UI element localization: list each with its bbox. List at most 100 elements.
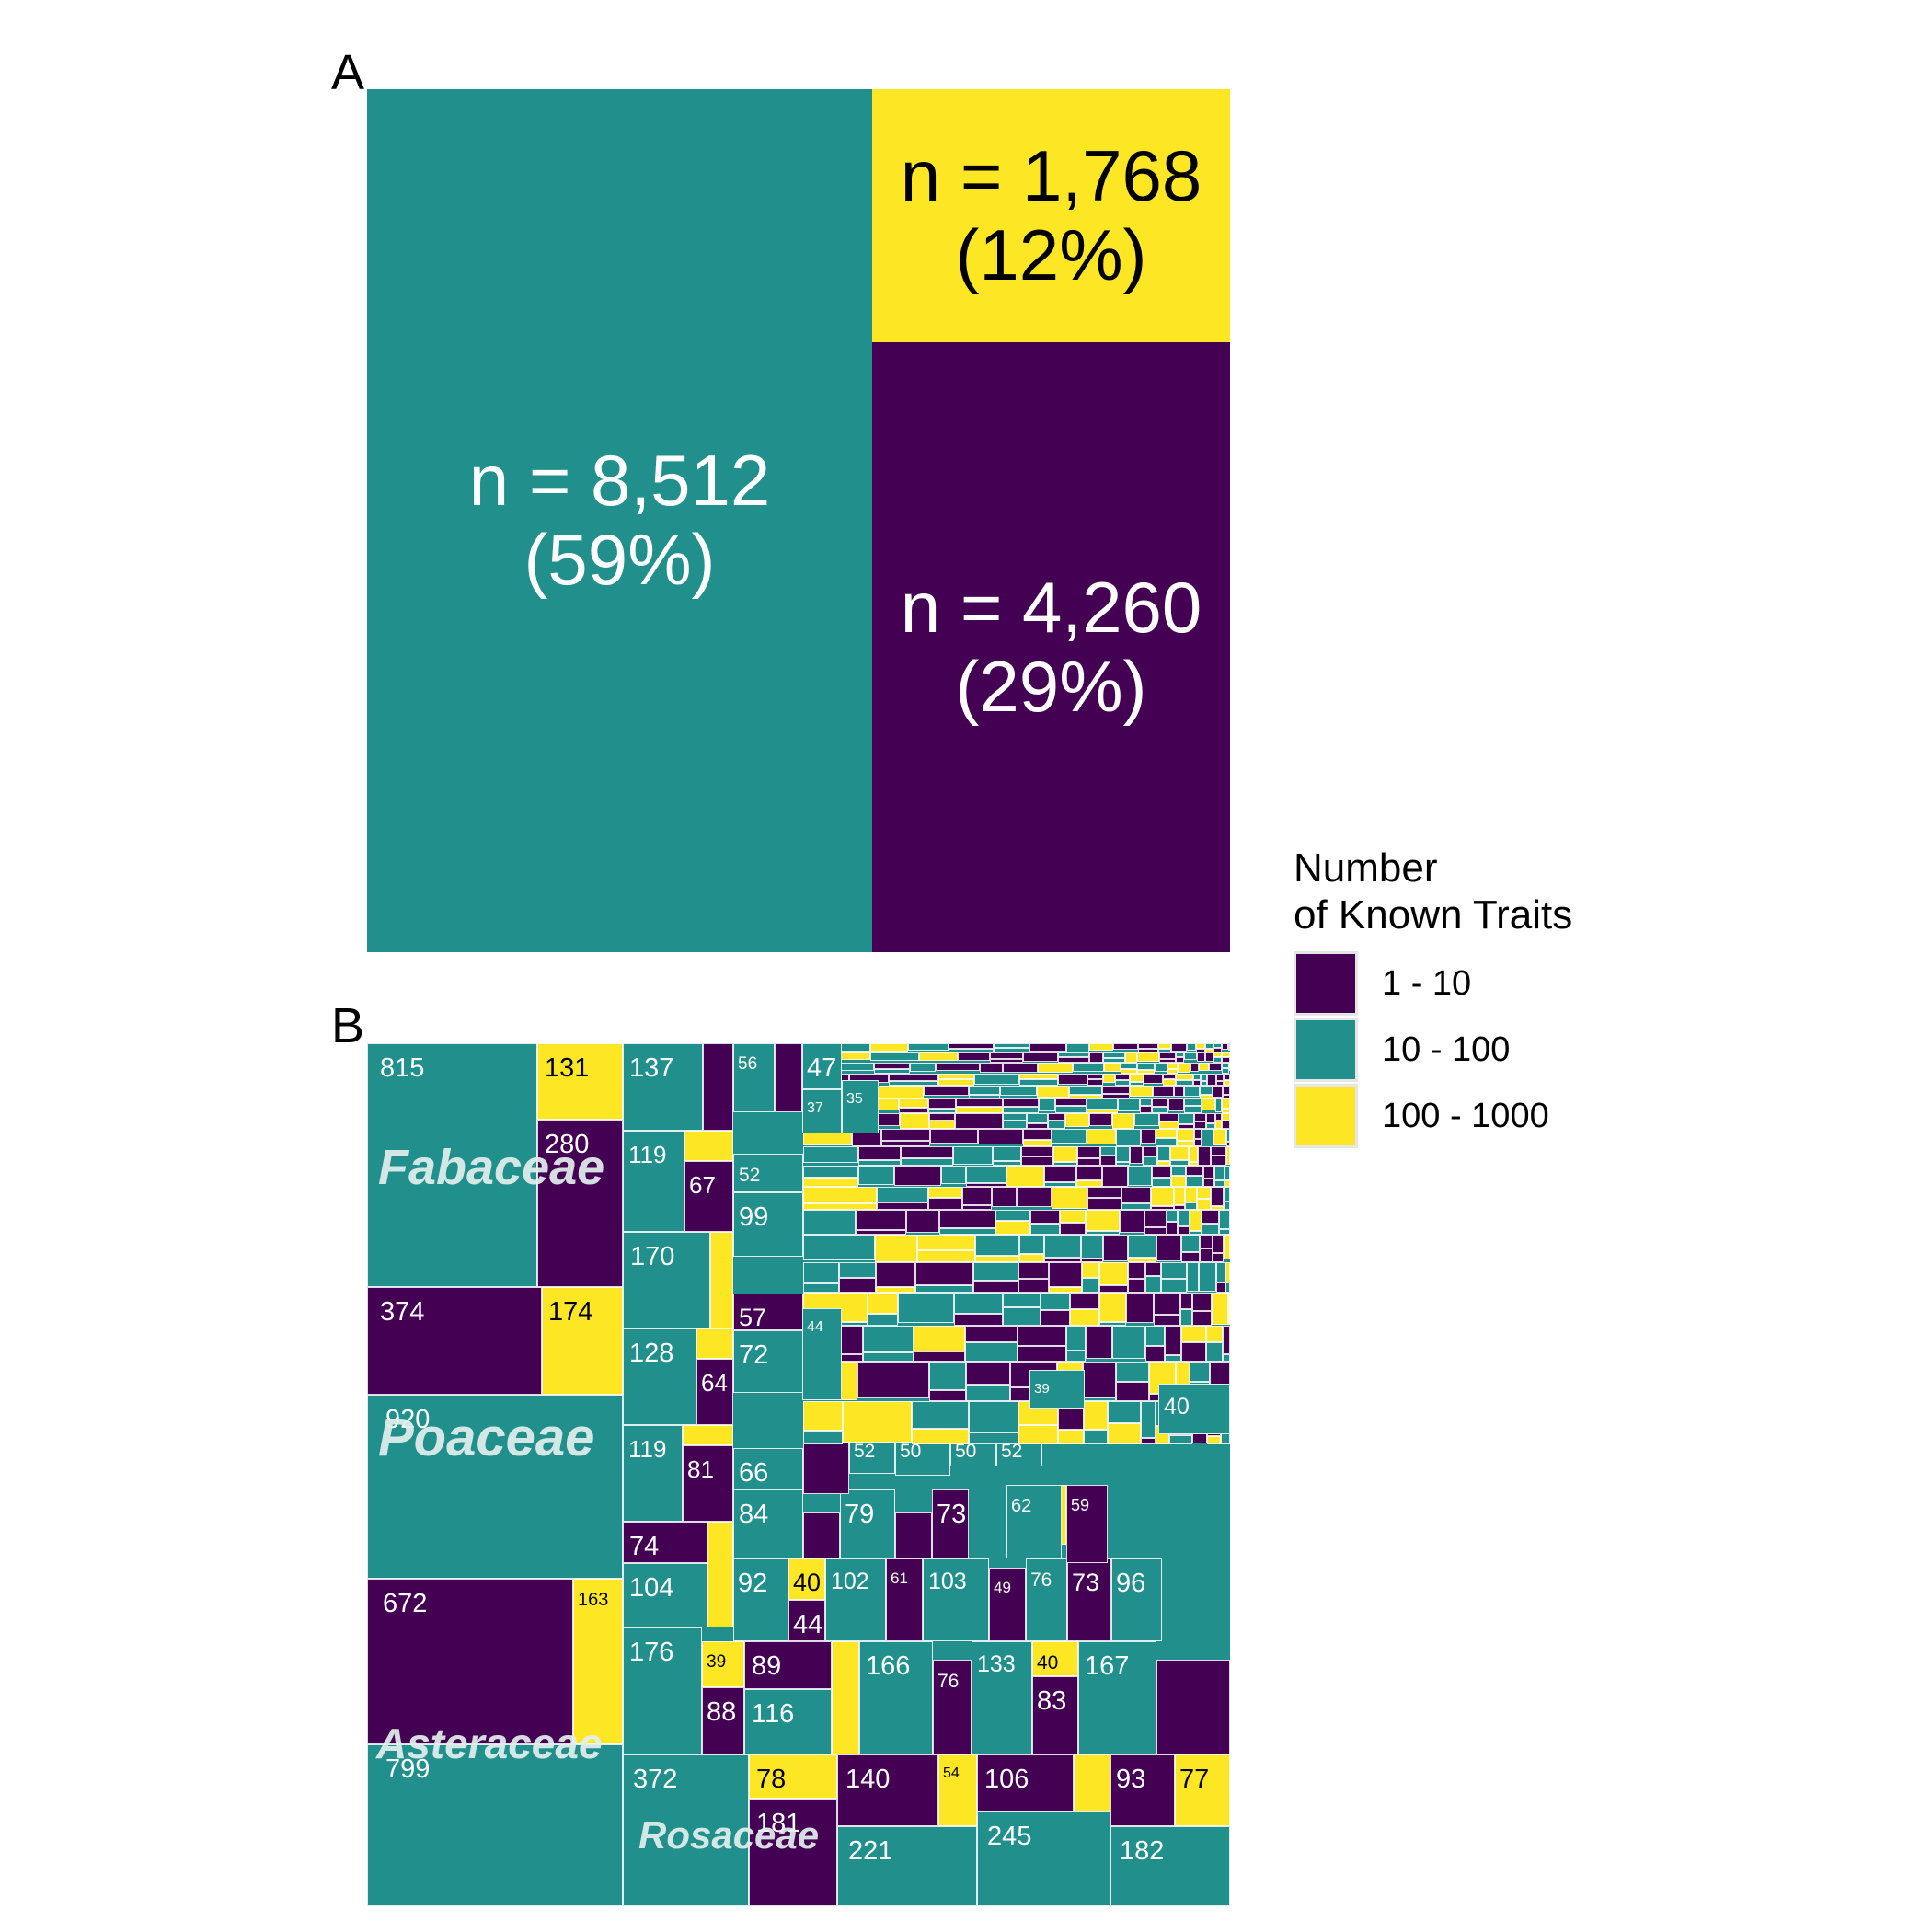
- treemap-b-cell: [914, 1351, 965, 1362]
- treemap-b-cell: 73: [932, 1489, 969, 1558]
- treemap-b-cell: [1215, 1113, 1222, 1121]
- treemap-b-cell: [1069, 1095, 1102, 1098]
- treemap-b-cell: [1151, 1206, 1174, 1210]
- treemap-b-value: 140: [845, 1765, 891, 1794]
- treemap-b-cell: [1215, 1121, 1222, 1129]
- treemap-b-cell: [1177, 1129, 1194, 1141]
- treemap-b-cell: [1066, 1351, 1086, 1362]
- treemap-b-cell: [1171, 1166, 1186, 1176]
- treemap-b-cell: [995, 1210, 1030, 1221]
- treemap-b-cell: [1113, 1043, 1138, 1050]
- treemap-b-cell: [993, 1146, 1021, 1161]
- treemap-b-cell: [1199, 1063, 1209, 1071]
- treemap-b-cell: 40: [1032, 1641, 1078, 1676]
- treemap-b-cell: [1049, 1287, 1082, 1293]
- treemap-a-cell: n = 4,260 (29%): [872, 342, 1230, 952]
- treemap-b-cell: [868, 1293, 898, 1314]
- treemap-b-cell: [974, 1074, 1019, 1085]
- treemap-b-cell: [1181, 1326, 1206, 1342]
- treemap-b-cell: [1194, 1129, 1202, 1139]
- treemap-b-cell: [1003, 1063, 1038, 1073]
- treemap-b-cell: [1167, 1063, 1178, 1069]
- treemap-b-cell: 66: [733, 1448, 803, 1489]
- treemap-b-value: 104: [629, 1573, 674, 1603]
- treemap-b-cell: [1223, 1086, 1230, 1095]
- treemap-b-cell: [1216, 1262, 1225, 1282]
- treemap-b-cell: [1197, 1187, 1211, 1199]
- treemap-b-cell: [1084, 1401, 1108, 1430]
- treemap-b-value: 40: [1164, 1394, 1190, 1420]
- treemap-b-cell: [1103, 1074, 1115, 1083]
- treemap-b-cell: [1089, 1043, 1113, 1051]
- treemap-b-cell: [1065, 1113, 1089, 1127]
- treemap-b-cell: [1044, 1166, 1076, 1182]
- treemap-b-cell: [1198, 1146, 1211, 1166]
- treemap-b-cell: [1184, 1086, 1200, 1097]
- treemap-b-cell: [1044, 1182, 1076, 1187]
- treemap-b-cell: [803, 1401, 843, 1431]
- treemap-b-cell: [1039, 1098, 1055, 1111]
- treemap-b-cell: [1153, 1086, 1174, 1097]
- treemap-b-cell: [962, 1187, 992, 1205]
- treemap-b-cell: [1215, 1098, 1222, 1112]
- treemap-b-cell: [906, 1210, 939, 1233]
- treemap-b-cell: 56: [733, 1043, 775, 1112]
- treemap-b-cell: [1115, 1080, 1130, 1086]
- treemap-b-cell: [1178, 1226, 1190, 1235]
- treemap-b-cell: [1108, 1401, 1141, 1423]
- treemap-b-cell: [1074, 1754, 1110, 1811]
- treemap-b-cell: [1019, 1074, 1058, 1079]
- treemap-b-cell: 37: [802, 1089, 842, 1133]
- treemap-b-cell: [978, 1129, 1023, 1144]
- treemap-b-cell: [1213, 1048, 1222, 1052]
- treemap-b-cell: [868, 1314, 898, 1326]
- treemap-b-value: 137: [629, 1053, 674, 1083]
- treemap-b-cell: [1189, 1162, 1198, 1166]
- treemap-b-cell: [898, 1293, 954, 1323]
- treemap-b-cell: [1174, 1086, 1184, 1097]
- treemap-b-cell: [1141, 1438, 1156, 1444]
- treemap-b-cell: [1201, 1081, 1207, 1086]
- treemap-b-cell: 62: [1006, 1485, 1062, 1558]
- treemap-b-cell: [1121, 1063, 1137, 1069]
- treemap-b-cell: [919, 1052, 958, 1061]
- treemap-b-cell: 79: [840, 1489, 895, 1558]
- treemap-b-value: 93: [1116, 1765, 1146, 1794]
- treemap-b-cell: [1089, 1052, 1103, 1063]
- treemap-b-cell: [1099, 1285, 1128, 1293]
- treemap-b-value: 103: [928, 1569, 967, 1594]
- treemap-b-cell: [803, 1210, 856, 1235]
- treemap-b-cell: [958, 1052, 990, 1061]
- treemap-b-cell: [889, 1081, 938, 1086]
- treemap-b-cell: [1023, 1052, 1058, 1062]
- treemap-b-cell: [1137, 1052, 1159, 1062]
- treemap-b-cell: [917, 1250, 975, 1262]
- treemap-b-cell: [1193, 1080, 1201, 1086]
- treemap-b-cell: [857, 1362, 929, 1398]
- treemap-b-cell: [1053, 1146, 1077, 1162]
- treemap-b-cell: [863, 1326, 914, 1352]
- treemap-b-value: 221: [848, 1836, 893, 1866]
- treemap-b-cell: 374: [367, 1287, 542, 1395]
- treemap-b-cell: [1087, 1198, 1121, 1210]
- treemap-b-cell: [863, 1352, 914, 1362]
- treemap-b-value: 49: [994, 1579, 1011, 1596]
- treemap-b-cell: [1120, 1210, 1144, 1233]
- treemap-b-cell: [1179, 1113, 1194, 1124]
- treemap-b-cell: 44: [802, 1308, 842, 1400]
- treemap-b-cell: [949, 1049, 994, 1052]
- treemap-b-cell: [1213, 1057, 1222, 1063]
- treemap-b-cell: [1194, 1113, 1206, 1121]
- treemap-b-cell: [973, 1262, 1018, 1281]
- treemap-b-cell: [1041, 1293, 1070, 1310]
- treemap-b-cell: [1023, 1140, 1052, 1146]
- treemap-b-cell: [1213, 1086, 1223, 1098]
- treemap-b-cell: [1144, 1210, 1167, 1227]
- treemap-b-cell: [1077, 1158, 1100, 1166]
- treemap-b-value: 374: [380, 1297, 425, 1327]
- treemap-b-cell: [1069, 1086, 1102, 1095]
- treemap-b-cell: [858, 1160, 901, 1166]
- treemap-b-value: 50: [900, 1441, 922, 1462]
- treemap-b-cell: [1228, 1043, 1230, 1051]
- treemap-b-value: 37: [807, 1100, 823, 1116]
